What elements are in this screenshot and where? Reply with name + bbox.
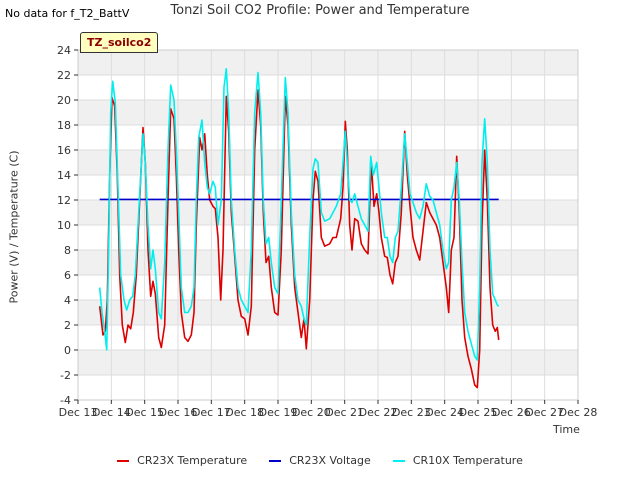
y-tick-label: 14: [57, 169, 71, 182]
y-tick-label: 2: [64, 319, 71, 332]
no-data-notice: No data for f_T2_BattV: [5, 7, 130, 20]
y-tick-label: 12: [57, 194, 71, 207]
x-tick-label: Dec 21: [325, 406, 364, 419]
y-axis-label: Power (V) / Temperature (C): [7, 150, 21, 304]
legend-label: CR10X Temperature: [412, 454, 523, 467]
y-tick-label: 16: [57, 144, 71, 157]
x-tick-label: Dec 25: [459, 406, 498, 419]
x-tick-label: Dec 28: [559, 406, 598, 419]
x-tick-label: Dec 20: [292, 406, 331, 419]
legend-item-cr23x-voltage: CR23X Voltage: [269, 454, 371, 467]
y-tick-label: 20: [57, 94, 71, 107]
x-tick-label: Dec 26: [492, 406, 531, 419]
y-tick-label: 6: [64, 269, 71, 282]
plot-band: [78, 200, 578, 225]
x-tick-label: Dec 14: [92, 406, 131, 419]
x-tick-label: Dec 17: [192, 406, 231, 419]
legend: CR23X Temperature CR23X Voltage CR10X Te…: [0, 454, 640, 467]
legend-swatch: [392, 459, 405, 462]
legend-label: CR23X Voltage: [289, 454, 371, 467]
plot-band: [78, 150, 578, 175]
plot-band: [78, 250, 578, 275]
x-tick-label: Dec 27: [525, 406, 564, 419]
legend-item-cr23x-temperature: CR23X Temperature: [117, 454, 247, 467]
site-badge: TZ_soilco2: [80, 32, 159, 53]
series-line-cr23x-temperature: [98, 89, 500, 389]
plot-band: [78, 300, 578, 325]
x-tick-label: Dec 18: [225, 406, 264, 419]
y-tick-label: 24: [57, 44, 71, 57]
plot-band: [78, 350, 578, 375]
x-tick-label: Dec 16: [159, 406, 198, 419]
y-tick-label: 8: [64, 244, 71, 257]
x-tick-label: Dec 13: [59, 406, 98, 419]
legend-label: CR23X Temperature: [137, 454, 248, 467]
x-tick-label: Dec 22: [359, 406, 398, 419]
y-tick-label: -2: [60, 369, 71, 382]
y-tick-label: -4: [60, 394, 71, 407]
plot-band: [78, 50, 578, 75]
y-tick-label: 10: [57, 219, 71, 232]
x-tick-label: Dec 19: [259, 406, 298, 419]
x-axis-label: Time: [553, 423, 580, 436]
legend-swatch: [269, 459, 282, 462]
y-tick-label: 22: [57, 69, 71, 82]
y-tick-label: 0: [64, 344, 71, 357]
y-tick-label: 18: [57, 119, 71, 132]
x-tick-label: Dec 15: [125, 406, 164, 419]
legend-swatch: [117, 459, 130, 462]
x-tick-label: Dec 24: [425, 406, 464, 419]
x-tick-label: Dec 23: [392, 406, 431, 419]
series-line-cr10x-temperature: [98, 68, 500, 361]
y-tick-label: 4: [64, 294, 71, 307]
chart-title: Tonzi Soil CO2 Profile: Power and Temper…: [170, 3, 470, 18]
legend-item-cr10x-temperature: CR10X Temperature: [392, 454, 523, 467]
plot-band: [78, 100, 578, 125]
